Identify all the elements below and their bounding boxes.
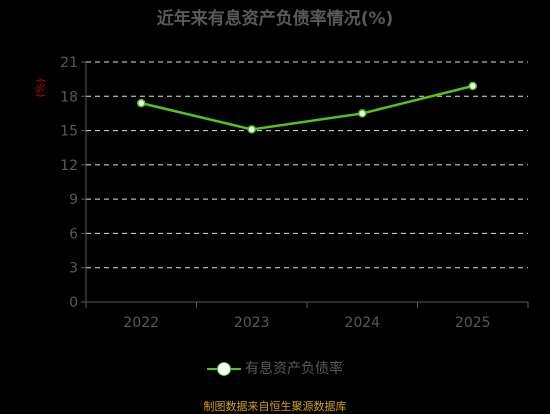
legend-marker-icon <box>207 362 241 376</box>
y-tick-label: 0 <box>69 295 78 311</box>
y-tick-label: 12 <box>60 158 78 174</box>
data-point <box>137 98 146 108</box>
x-tick-label: 2024 <box>344 315 380 331</box>
x-tick-label: 2022 <box>123 315 159 331</box>
y-tick-label: 15 <box>60 124 78 140</box>
chart-title: 近年来有息资产负债率情况(%) <box>156 9 394 29</box>
data-point <box>468 81 477 91</box>
series-group <box>137 81 477 134</box>
y-axis-label: (%) <box>34 78 47 97</box>
y-tick-label: 6 <box>69 226 78 242</box>
y-tick-label: 9 <box>69 192 78 208</box>
grid-lines <box>86 61 528 269</box>
y-tick-label: 3 <box>69 261 78 277</box>
x-tick-label: 2023 <box>234 315 270 331</box>
legend: 有息资产负债率 <box>0 358 550 378</box>
x-tick-label: 2025 <box>455 315 491 331</box>
y-tick-label: 21 <box>60 55 78 71</box>
data-point <box>358 109 367 118</box>
series-line <box>140 84 474 131</box>
legend-label: 有息资产负债率 <box>245 361 343 377</box>
source-note: 制图数据来自恒生聚源数据库 <box>203 400 347 413</box>
axes: 0 3 6 9 12 15 18 21 2022 2023 2024 2025 <box>60 55 529 331</box>
data-point <box>247 125 256 134</box>
y-tick-label: 18 <box>60 89 78 105</box>
